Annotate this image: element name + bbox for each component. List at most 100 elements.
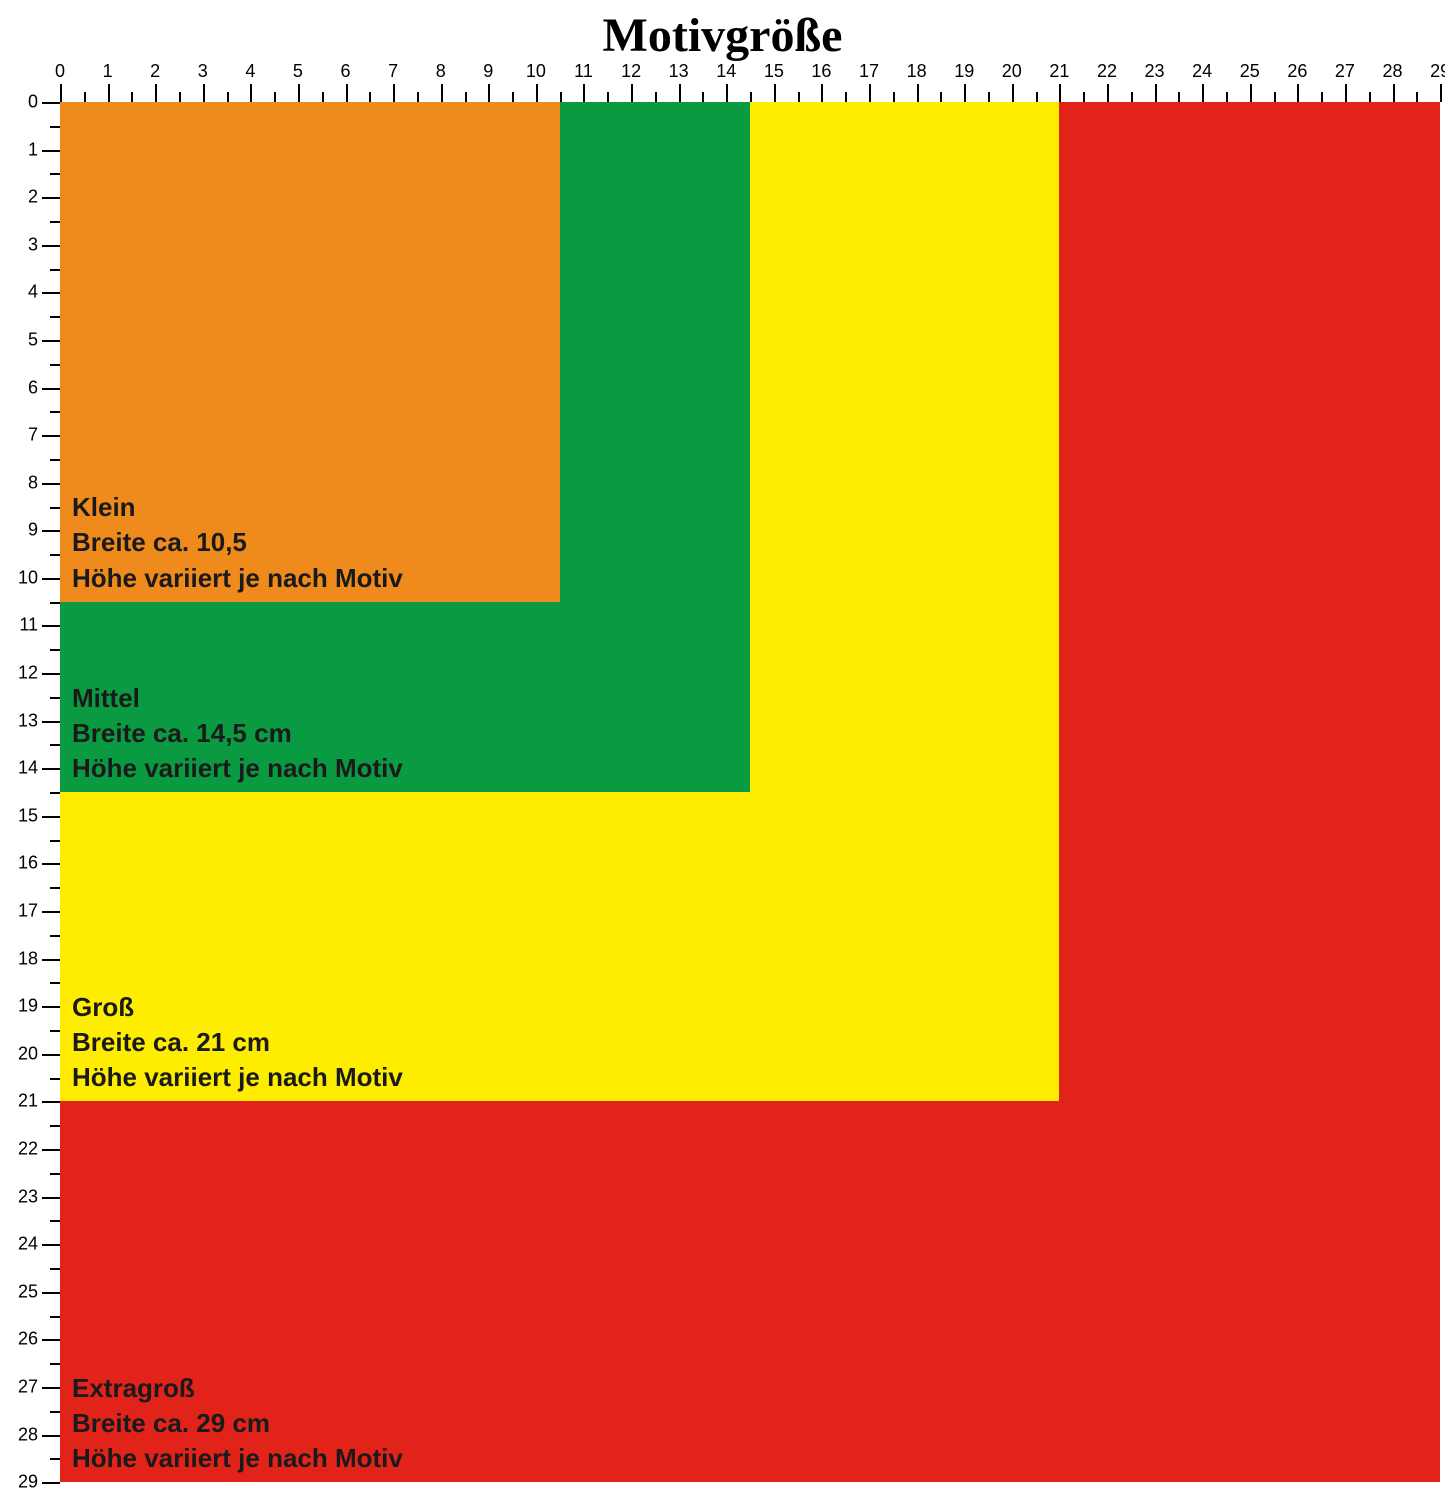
tick-label-top: 16 [811,61,831,82]
size-chart-container: Motivgröße 01234567891011121314151617181… [0,0,1445,1445]
tick-major-left [42,197,60,199]
tick-label-left: 25 [18,1281,38,1302]
tick-major-top [298,84,300,102]
tick-major-left [42,102,60,104]
tick-minor-top [369,92,371,102]
tick-label-top: 8 [436,61,446,82]
tick-minor-left [50,982,60,984]
size-label: KleinBreite ca. 10,5Höhe variiert je nac… [72,490,403,595]
tick-label-top: 22 [1097,61,1117,82]
tick-minor-left [50,935,60,937]
tick-label-top: 12 [621,61,641,82]
tick-major-left [42,673,60,675]
tick-label-left: 18 [18,948,38,969]
tick-major-top [1440,84,1442,102]
tick-major-top [1202,84,1204,102]
tick-label-top: 17 [859,61,879,82]
tick-major-left [42,1149,60,1151]
tick-minor-left [50,1125,60,1127]
tick-label-top: 19 [954,61,974,82]
tick-minor-top [750,92,752,102]
tick-major-top [631,84,633,102]
tick-label-top: 14 [716,61,736,82]
tick-minor-top [1369,92,1371,102]
tick-major-top [917,84,919,102]
tick-minor-top [84,92,86,102]
tick-major-left [42,340,60,342]
tick-minor-top [1131,92,1133,102]
tick-label-left: 22 [18,1138,38,1159]
tick-label-left: 2 [28,187,38,208]
tick-label-left: 10 [18,567,38,588]
tick-minor-left [50,1220,60,1222]
tick-major-left [42,911,60,913]
tick-label-left: 16 [18,853,38,874]
tick-label-left: 26 [18,1329,38,1350]
tick-major-top [1059,84,1061,102]
tick-major-left [42,150,60,152]
tick-major-top [1250,84,1252,102]
tick-major-left [42,1197,60,1199]
tick-major-top [1393,84,1395,102]
tick-label-left: 28 [18,1424,38,1445]
tick-minor-left [50,459,60,461]
tick-minor-top [1321,92,1323,102]
size-label: GroßBreite ca. 21 cmHöhe variiert je nac… [72,990,403,1095]
tick-major-left [42,435,60,437]
size-name: Extragroß [72,1371,403,1406]
tick-label-top: 11 [574,61,593,82]
tick-minor-top [988,92,990,102]
tick-minor-top [1036,92,1038,102]
tick-minor-top [655,92,657,102]
size-width: Breite ca. 10,5 [72,525,403,560]
tick-label-top: 20 [1002,61,1022,82]
tick-major-top [1345,84,1347,102]
tick-label-left: 6 [28,377,38,398]
tick-label-left: 3 [28,234,38,255]
tick-minor-left [50,1268,60,1270]
tick-major-left [42,1101,60,1103]
size-height-note: Höhe variiert je nach Motiv [72,561,403,596]
tick-label-left: 24 [18,1234,38,1255]
tick-major-left [42,1387,60,1389]
tick-major-left [42,1244,60,1246]
tick-label-left: 0 [28,92,38,113]
tick-minor-left [50,316,60,318]
tick-minor-left [50,1078,60,1080]
tick-minor-left [50,554,60,556]
tick-minor-top [607,92,609,102]
tick-major-left [42,1339,60,1341]
tick-major-top [536,84,538,102]
tick-major-top [488,84,490,102]
tick-label-top: 24 [1192,61,1212,82]
tick-major-left [42,721,60,723]
tick-minor-top [1178,92,1180,102]
tick-label-top: 5 [293,61,303,82]
tick-minor-top [179,92,181,102]
tick-label-top: 26 [1287,61,1307,82]
tick-major-left [42,863,60,865]
tick-minor-left [50,1030,60,1032]
tick-major-top [679,84,681,102]
chart-title: Motivgröße [0,8,1445,63]
size-box-klein: KleinBreite ca. 10,5Höhe variiert je nac… [60,102,560,602]
chart-area: ExtragroßBreite ca. 29 cmHöhe variiert j… [60,102,1440,1442]
tick-minor-top [798,92,800,102]
tick-minor-left [50,411,60,413]
tick-minor-left [50,1363,60,1365]
size-height-note: Höhe variiert je nach Motiv [72,751,403,786]
tick-label-left: 4 [28,282,38,303]
tick-major-left [42,1054,60,1056]
tick-minor-left [50,792,60,794]
tick-minor-left [50,1411,60,1413]
tick-major-top [1012,84,1014,102]
tick-label-top: 18 [907,61,927,82]
tick-label-left: 11 [19,615,38,636]
tick-major-top [108,84,110,102]
tick-minor-left [50,173,60,175]
tick-minor-top [893,92,895,102]
tick-label-top: 25 [1240,61,1260,82]
tick-label-top: 27 [1335,61,1355,82]
tick-label-top: 7 [388,61,398,82]
tick-label-left: 23 [18,1186,38,1207]
